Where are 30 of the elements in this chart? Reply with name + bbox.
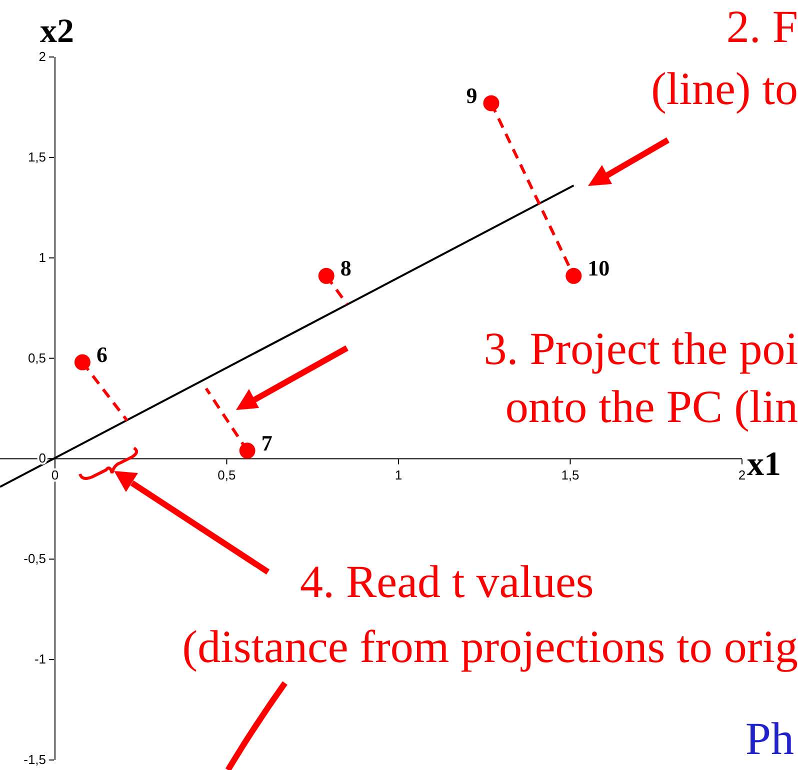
y-tick-label: 0,5 [28, 350, 46, 366]
y-tick-label: 1 [38, 250, 46, 265]
annotation: 9 [466, 83, 478, 108]
annotation: onto the PC (lin [505, 380, 798, 434]
annotation: (line) to [651, 62, 798, 116]
y-tick-label: 1,5 [28, 149, 46, 164]
y-axis-title: x2 [40, 13, 74, 50]
point [566, 268, 582, 284]
point [74, 354, 90, 370]
annotation: 10 [588, 256, 610, 281]
y-tick-label: 2 [38, 49, 46, 64]
x-tick-label: 0,5 [218, 467, 236, 482]
text: 2. F [726, 0, 798, 54]
y-tick-label: -1,5 [24, 752, 46, 767]
y-tick-label: -0,5 [24, 551, 46, 566]
annotation: 4. Read t values [300, 555, 594, 609]
x-tick-label: 2 [738, 467, 746, 482]
annotation: 8 [340, 256, 352, 281]
point [239, 442, 256, 459]
x-axis-title: x1 [747, 446, 781, 483]
annotation: 6 [96, 342, 108, 368]
x-tick-label: 1 [394, 467, 402, 482]
annotation: (distance from projections to orig [182, 620, 798, 674]
y-tick-label: -1 [34, 652, 46, 667]
annotation: 7 [261, 430, 272, 456]
point [318, 268, 334, 284]
annotation: 3. Project the poi [484, 322, 798, 376]
x-tick-label: 1,5 [561, 467, 580, 482]
point [483, 95, 500, 112]
text: Ph [745, 712, 794, 766]
